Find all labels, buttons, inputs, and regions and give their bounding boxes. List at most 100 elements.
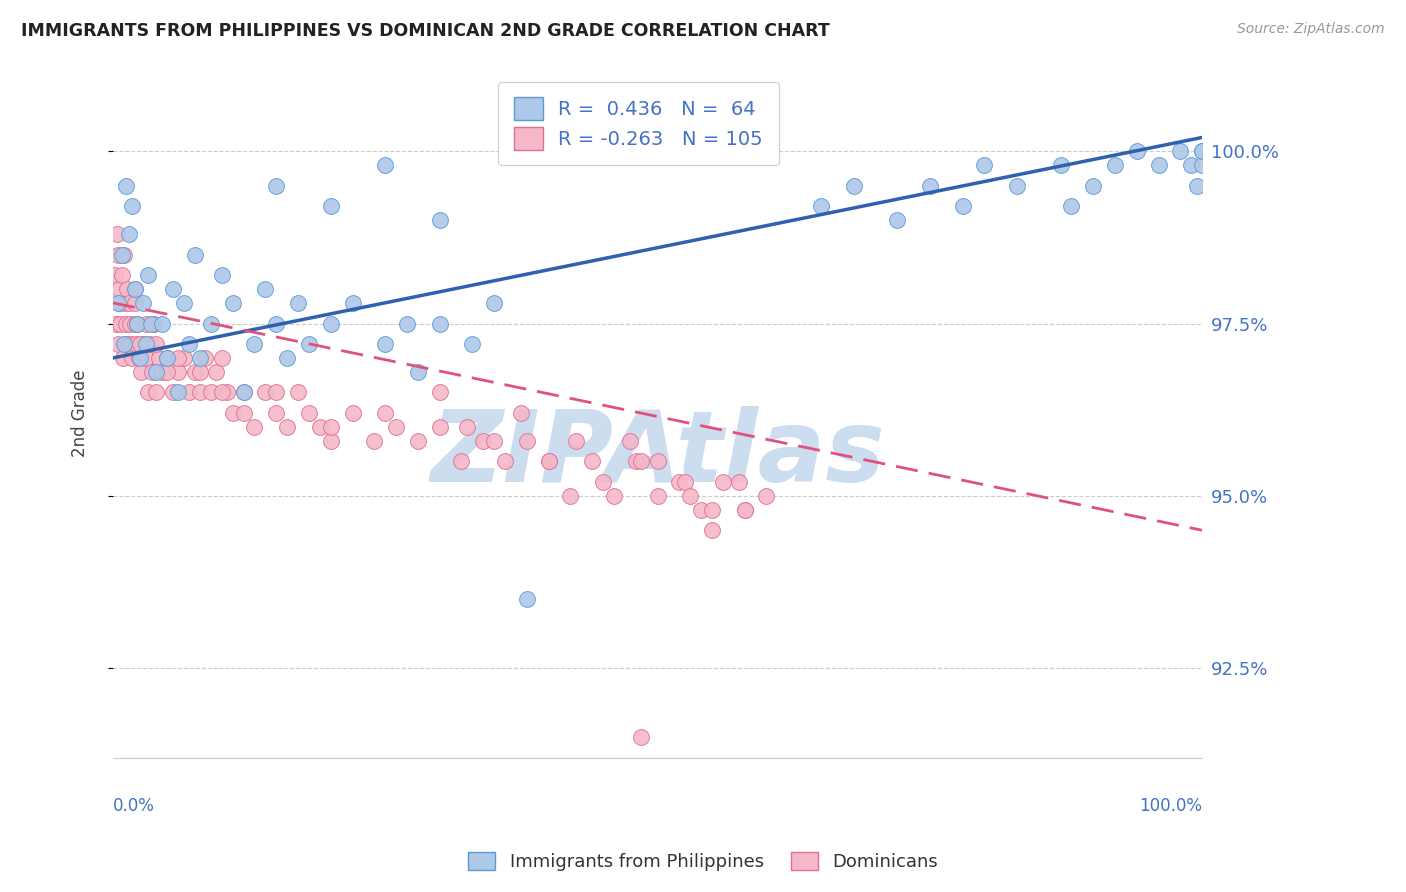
- Point: [125, 317, 148, 331]
- Point: [124, 295, 146, 310]
- Point: [886, 213, 908, 227]
- Point: [276, 351, 298, 365]
- Point: [194, 351, 217, 365]
- Point: [141, 365, 163, 379]
- Point: [188, 351, 211, 365]
- Point: [565, 434, 588, 448]
- Text: 0.0%: 0.0%: [112, 797, 155, 814]
- Point: [232, 385, 254, 400]
- Point: [129, 351, 152, 365]
- Point: [734, 502, 756, 516]
- Point: [105, 317, 128, 331]
- Point: [104, 268, 127, 283]
- Point: [145, 365, 167, 379]
- Point: [150, 317, 173, 331]
- Point: [217, 385, 239, 400]
- Point: [145, 337, 167, 351]
- Point: [395, 317, 418, 331]
- Point: [673, 475, 696, 489]
- Point: [472, 434, 495, 448]
- Point: [107, 337, 129, 351]
- Point: [264, 317, 287, 331]
- Point: [108, 282, 131, 296]
- Point: [173, 351, 195, 365]
- Point: [276, 420, 298, 434]
- Point: [510, 406, 533, 420]
- Point: [211, 351, 233, 365]
- Point: [112, 247, 135, 261]
- Point: [162, 282, 184, 296]
- Text: ZIPAtlas: ZIPAtlas: [430, 406, 884, 503]
- Point: [110, 317, 132, 331]
- Point: [298, 406, 321, 420]
- Point: [603, 489, 626, 503]
- Point: [342, 295, 364, 310]
- Point: [132, 337, 155, 351]
- Point: [124, 282, 146, 296]
- Point: [810, 199, 832, 213]
- Point: [1083, 178, 1105, 193]
- Point: [108, 295, 131, 310]
- Point: [1147, 158, 1170, 172]
- Point: [647, 454, 669, 468]
- Point: [221, 295, 243, 310]
- Point: [842, 178, 865, 193]
- Point: [105, 227, 128, 241]
- Point: [450, 454, 472, 468]
- Point: [139, 337, 162, 351]
- Legend: Immigrants from Philippines, Dominicans: Immigrants from Philippines, Dominicans: [461, 845, 945, 879]
- Point: [221, 406, 243, 420]
- Point: [374, 158, 396, 172]
- Point: [118, 295, 141, 310]
- Text: Source: ZipAtlas.com: Source: ZipAtlas.com: [1237, 22, 1385, 37]
- Point: [135, 351, 157, 365]
- Point: [264, 178, 287, 193]
- Point: [429, 213, 451, 227]
- Point: [120, 337, 142, 351]
- Point: [167, 351, 190, 365]
- Point: [592, 475, 614, 489]
- Point: [143, 317, 166, 331]
- Point: [112, 295, 135, 310]
- Point: [111, 351, 134, 365]
- Point: [117, 337, 139, 351]
- Point: [156, 351, 179, 365]
- Point: [110, 247, 132, 261]
- Point: [918, 178, 941, 193]
- Point: [319, 420, 342, 434]
- Point: [482, 434, 505, 448]
- Point: [125, 337, 148, 351]
- Point: [624, 454, 647, 468]
- Point: [125, 317, 148, 331]
- Point: [581, 454, 603, 468]
- Point: [560, 489, 582, 503]
- Legend: R =  0.436   N =  64, R = -0.263   N = 105: R = 0.436 N = 64, R = -0.263 N = 105: [498, 82, 779, 166]
- Point: [374, 406, 396, 420]
- Point: [110, 268, 132, 283]
- Point: [482, 295, 505, 310]
- Y-axis label: 2nd Grade: 2nd Grade: [72, 369, 89, 457]
- Point: [1180, 158, 1202, 172]
- Point: [287, 295, 309, 310]
- Point: [319, 199, 342, 213]
- Point: [177, 385, 200, 400]
- Point: [145, 385, 167, 400]
- Point: [363, 434, 385, 448]
- Point: [494, 454, 516, 468]
- Point: [1185, 178, 1208, 193]
- Point: [287, 385, 309, 400]
- Point: [728, 475, 751, 489]
- Point: [167, 365, 190, 379]
- Point: [183, 247, 205, 261]
- Point: [124, 317, 146, 331]
- Point: [188, 365, 211, 379]
- Point: [700, 523, 723, 537]
- Point: [973, 158, 995, 172]
- Point: [120, 317, 142, 331]
- Point: [264, 406, 287, 420]
- Point: [1104, 158, 1126, 172]
- Point: [114, 337, 136, 351]
- Text: IMMIGRANTS FROM PHILIPPINES VS DOMINICAN 2ND GRADE CORRELATION CHART: IMMIGRANTS FROM PHILIPPINES VS DOMINICAN…: [21, 22, 830, 40]
- Point: [1170, 145, 1192, 159]
- Point: [342, 406, 364, 420]
